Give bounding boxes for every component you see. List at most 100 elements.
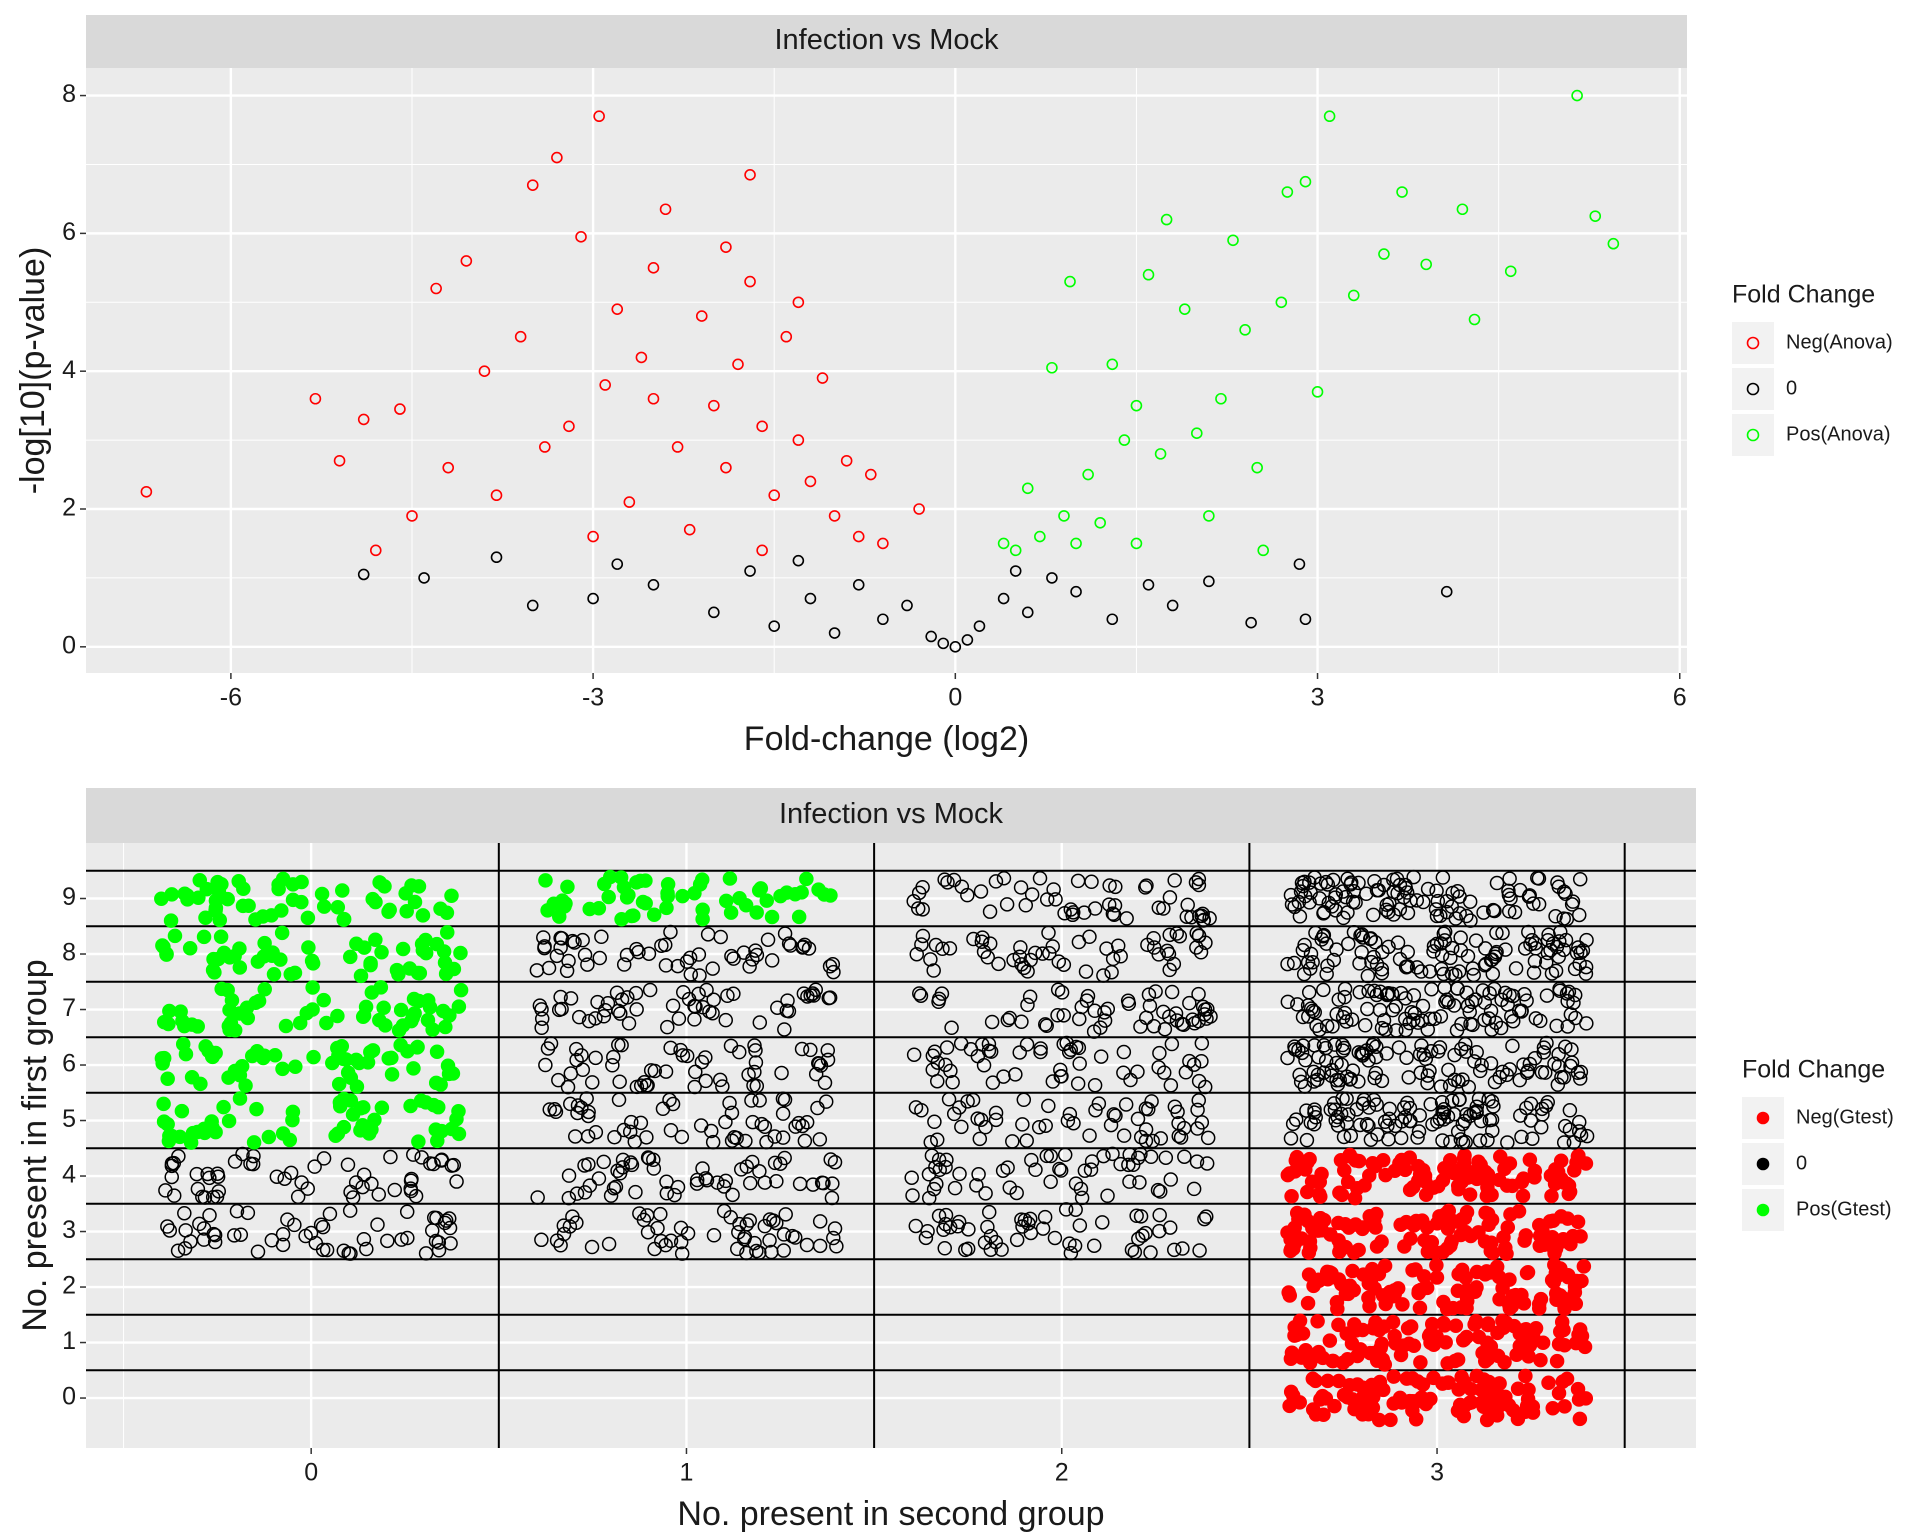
point — [369, 544, 382, 557]
point — [1400, 944, 1415, 960]
point — [1435, 1173, 1451, 1188]
point — [1457, 1148, 1472, 1163]
x-tick-label: -3 — [582, 684, 604, 712]
point — [1387, 1283, 1402, 1298]
point — [543, 1036, 559, 1051]
point — [213, 929, 229, 944]
point — [202, 1208, 217, 1223]
point — [744, 169, 756, 181]
point — [778, 1207, 793, 1222]
point — [663, 1123, 679, 1138]
point — [1435, 870, 1451, 885]
point — [659, 203, 672, 216]
point — [202, 1170, 217, 1186]
point — [560, 1079, 576, 1095]
point — [1056, 1008, 1071, 1023]
point — [991, 956, 1006, 972]
point — [1341, 1107, 1356, 1122]
point — [368, 932, 383, 947]
point — [314, 886, 330, 902]
point — [1345, 1063, 1361, 1078]
point — [1485, 966, 1501, 982]
point — [195, 1189, 210, 1205]
point — [1398, 991, 1413, 1006]
point — [988, 1105, 1004, 1121]
point — [1517, 987, 1532, 1002]
point — [430, 282, 442, 295]
point — [823, 888, 838, 903]
point — [1531, 897, 1547, 912]
point — [1191, 877, 1207, 893]
legend-label: 0 — [1786, 377, 1797, 399]
point — [1415, 998, 1431, 1014]
point — [1544, 1188, 1559, 1204]
point — [212, 912, 228, 928]
point — [547, 1102, 562, 1117]
point — [1353, 928, 1368, 943]
point — [1510, 1411, 1526, 1427]
point — [1498, 942, 1513, 957]
point — [171, 1149, 186, 1164]
point — [1084, 1154, 1100, 1169]
point — [1105, 906, 1121, 921]
point — [363, 957, 378, 973]
point — [1316, 982, 1331, 998]
point — [1365, 1037, 1380, 1053]
point — [1021, 1216, 1036, 1231]
point — [1191, 928, 1207, 944]
point — [1138, 1225, 1153, 1241]
point — [827, 1221, 843, 1236]
point — [1178, 303, 1191, 315]
point — [828, 627, 841, 639]
point — [1532, 1013, 1548, 1029]
point — [795, 939, 811, 955]
point — [1021, 482, 1034, 495]
point — [178, 1223, 193, 1238]
point — [1038, 1017, 1053, 1032]
point — [232, 1091, 248, 1106]
point — [683, 967, 699, 982]
point — [1399, 1050, 1414, 1065]
point — [1538, 955, 1554, 970]
point — [1367, 1158, 1383, 1174]
point — [359, 1241, 374, 1257]
point — [1523, 937, 1538, 952]
point — [1429, 883, 1444, 898]
point — [960, 887, 975, 903]
strip-title: Infection vs Mock — [774, 24, 999, 56]
point — [973, 884, 989, 899]
point — [1531, 1217, 1547, 1233]
point — [611, 303, 624, 315]
point — [1520, 1264, 1536, 1280]
point — [441, 1066, 457, 1082]
point — [1558, 932, 1574, 948]
point — [1561, 1178, 1577, 1193]
point — [1047, 1230, 1063, 1246]
point — [1365, 1389, 1381, 1405]
point — [1447, 1072, 1462, 1088]
point — [177, 1018, 192, 1034]
point — [1130, 1111, 1146, 1127]
point — [781, 936, 797, 951]
point — [343, 1184, 358, 1200]
point — [1422, 1063, 1437, 1079]
point — [1320, 958, 1335, 974]
point — [1050, 1008, 1065, 1023]
point — [1173, 1130, 1189, 1145]
point — [613, 1006, 628, 1021]
point — [1369, 1239, 1385, 1254]
point — [1070, 585, 1082, 598]
y-tick-label: 7 — [62, 994, 76, 1022]
point — [1312, 1186, 1327, 1202]
point — [742, 1213, 758, 1228]
point — [1411, 1285, 1426, 1301]
point — [285, 1112, 300, 1128]
point — [1450, 883, 1465, 899]
point — [808, 1066, 824, 1082]
point — [670, 958, 686, 974]
point — [1167, 873, 1182, 888]
point — [1431, 1044, 1446, 1059]
point — [1133, 1146, 1148, 1162]
point — [1443, 950, 1458, 966]
point — [1545, 936, 1561, 951]
